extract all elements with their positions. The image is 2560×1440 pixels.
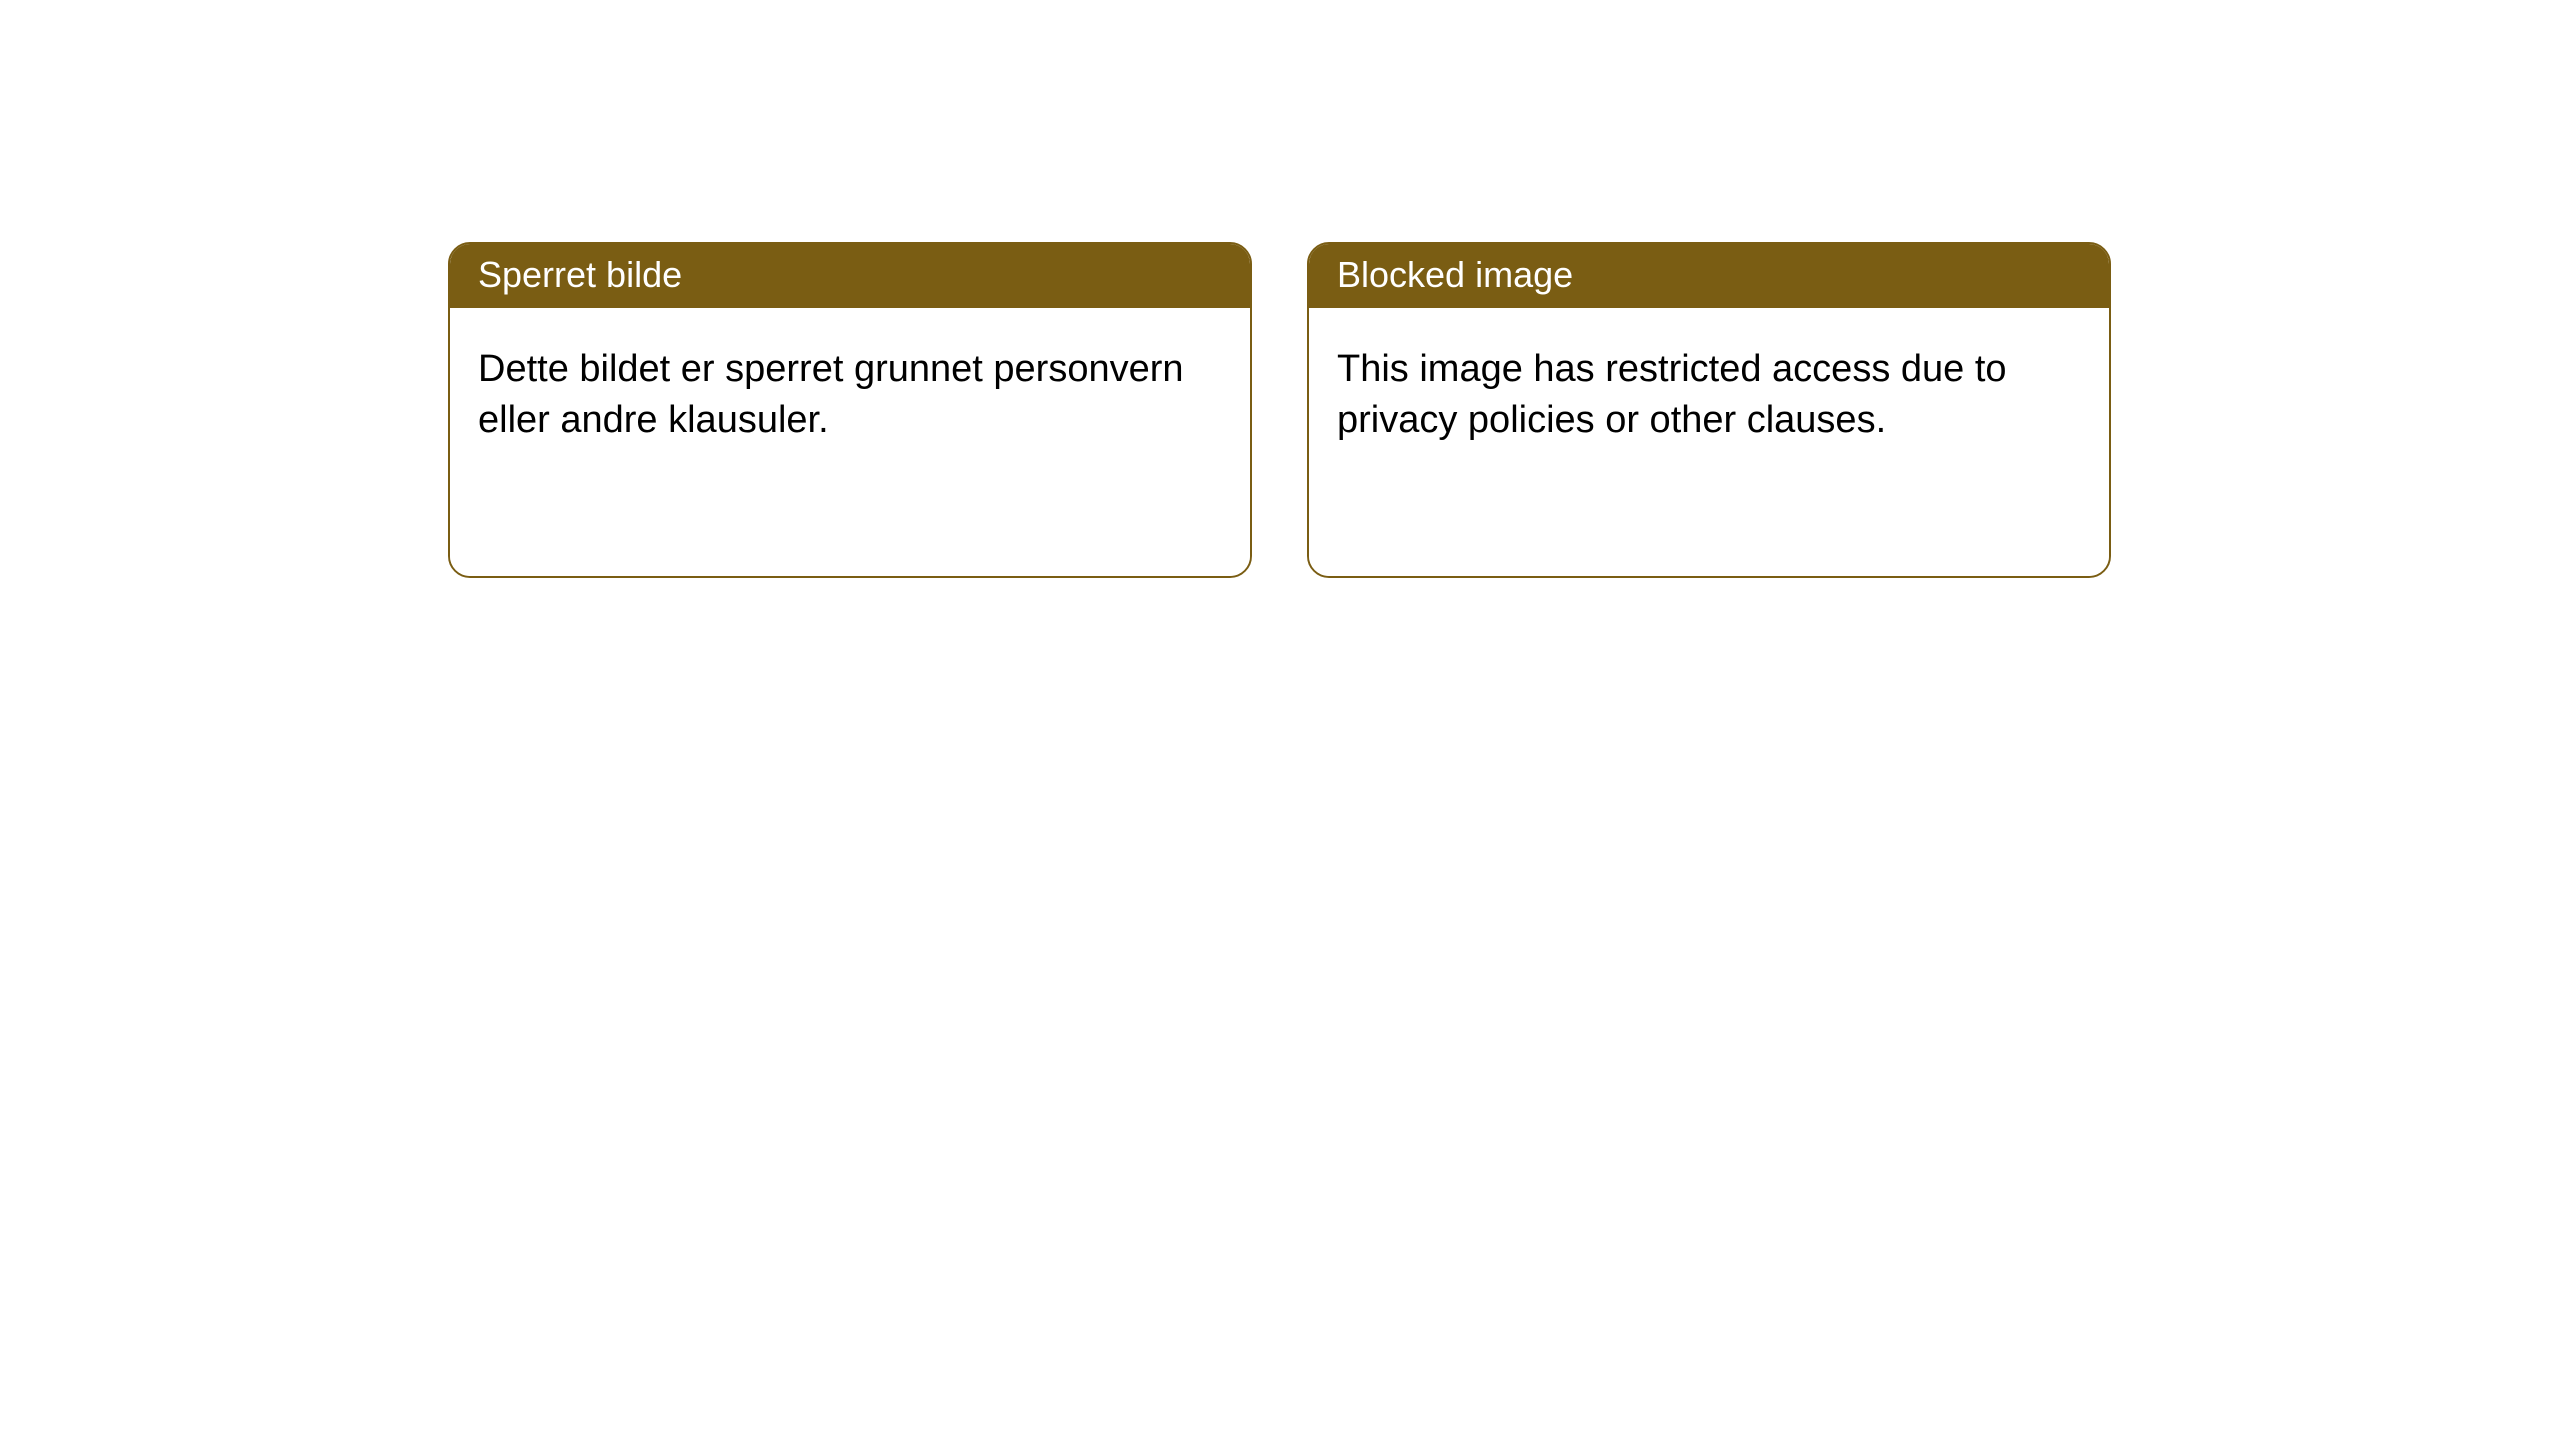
notice-title-en: Blocked image [1337, 254, 1573, 295]
notice-header-en: Blocked image [1309, 244, 2109, 308]
notice-body-en: This image has restricted access due to … [1309, 308, 2109, 576]
notice-card-en: Blocked image This image has restricted … [1307, 242, 2111, 578]
notice-body-text-no: Dette bildet er sperret grunnet personve… [478, 348, 1184, 441]
notice-container: Sperret bilde Dette bildet er sperret gr… [448, 242, 2111, 578]
notice-title-no: Sperret bilde [478, 254, 682, 295]
notice-header-no: Sperret bilde [450, 244, 1250, 308]
notice-card-no: Sperret bilde Dette bildet er sperret gr… [448, 242, 1252, 578]
notice-body-text-en: This image has restricted access due to … [1337, 348, 2007, 441]
notice-body-no: Dette bildet er sperret grunnet personve… [450, 308, 1250, 576]
